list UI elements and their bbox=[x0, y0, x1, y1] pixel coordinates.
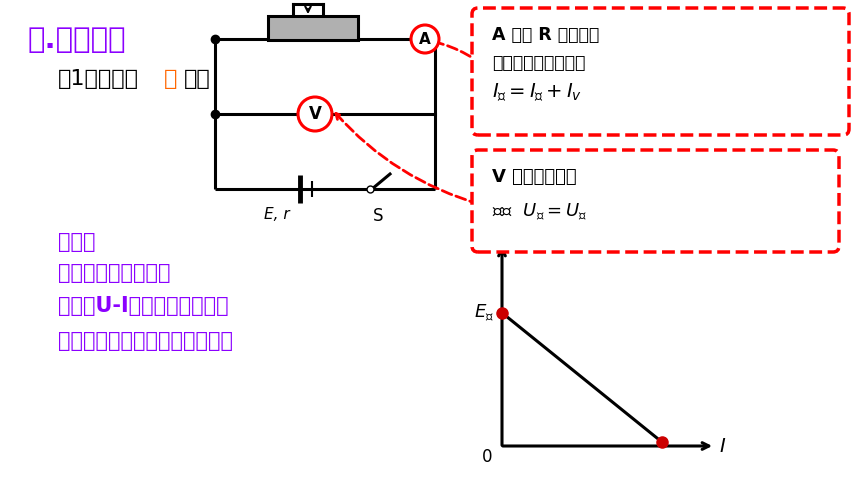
Text: 0: 0 bbox=[482, 448, 492, 466]
Text: I: I bbox=[719, 437, 725, 455]
Circle shape bbox=[298, 97, 332, 131]
Text: 而通过电源的电流：: 而通过电源的电流： bbox=[492, 54, 586, 72]
Text: 如何对U-I图像上进行修正？: 如何对U-I图像上进行修正？ bbox=[58, 296, 229, 316]
Text: 系统误差来自哪里？: 系统误差来自哪里？ bbox=[58, 263, 170, 283]
Text: V: V bbox=[309, 105, 322, 123]
Text: 接法: 接法 bbox=[184, 69, 211, 89]
Text: $\mathit{E}_{测}$: $\mathit{E}_{测}$ bbox=[474, 302, 494, 323]
Text: （1）电流表: （1）电流表 bbox=[58, 69, 139, 89]
Bar bbox=[268, 16, 358, 40]
Text: S: S bbox=[372, 207, 384, 225]
Text: V 测量路端电压: V 测量路端电压 bbox=[492, 168, 576, 186]
FancyBboxPatch shape bbox=[472, 8, 849, 135]
Circle shape bbox=[411, 25, 439, 53]
Text: E, r: E, r bbox=[264, 207, 290, 222]
Text: 电动势和内阻分别有什么误差？: 电动势和内阻分别有什么误差？ bbox=[58, 331, 233, 351]
Text: U: U bbox=[493, 220, 507, 239]
Text: 思考：: 思考： bbox=[58, 232, 95, 252]
FancyBboxPatch shape bbox=[472, 150, 839, 252]
Text: 七.误差分析: 七.误差分析 bbox=[28, 26, 126, 54]
Text: $\mathit{I}_{真}=\mathit{I}_{测}+\mathit{I}_{v}$: $\mathit{I}_{真}=\mathit{I}_{测}+\mathit{I… bbox=[492, 82, 582, 105]
Text: A: A bbox=[419, 31, 431, 46]
Text: 外: 外 bbox=[164, 69, 177, 89]
Text: 即：  $\mathit{U}_{测}=\mathit{U}_{真}$: 即： $\mathit{U}_{测}=\mathit{U}_{真}$ bbox=[492, 201, 587, 222]
Text: A 测量 R 的电流，: A 测量 R 的电流， bbox=[492, 26, 599, 44]
